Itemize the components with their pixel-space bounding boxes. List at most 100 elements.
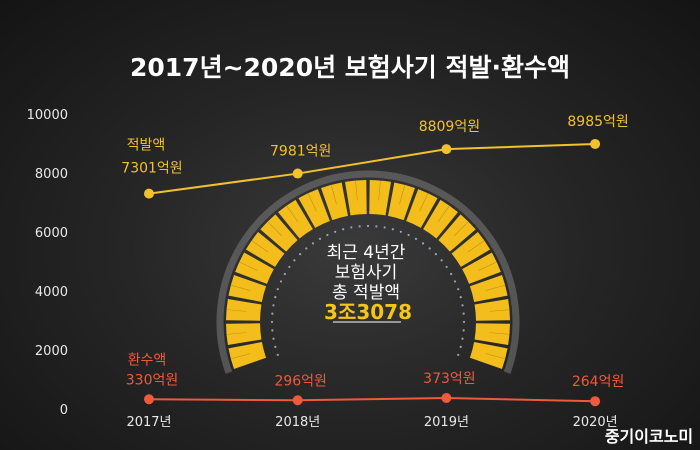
badge-total: 3조3078 xyxy=(324,300,412,324)
gauge-dot xyxy=(459,345,462,348)
gauge-dot xyxy=(459,296,462,299)
gauge-segment xyxy=(228,342,267,369)
gauge-dot xyxy=(461,337,464,340)
center-badge: 최근 4년간 보험사기 총 적발액 3조3078 xyxy=(324,243,412,324)
gauge-dot xyxy=(326,233,329,237)
series-label-recovered: 환수액 xyxy=(128,352,167,368)
point-detected xyxy=(441,144,452,155)
gauge-segment xyxy=(474,299,510,321)
gauge-dot xyxy=(457,353,460,356)
data-label-recovered: 264억원 xyxy=(572,374,624,390)
y-tick-label: 8000 xyxy=(35,167,68,182)
gauge-segment xyxy=(388,182,415,221)
gauge-dot xyxy=(450,272,453,276)
gauge-dot xyxy=(440,259,443,262)
gauge-tick xyxy=(330,184,337,205)
gauge-dot xyxy=(293,259,296,262)
y-tick-label: 4000 xyxy=(35,285,68,300)
gauge-dot xyxy=(462,320,466,324)
point-detected xyxy=(144,188,154,199)
point-recovered xyxy=(292,395,303,406)
gauge-tick xyxy=(286,205,299,223)
gauge-dot xyxy=(274,345,277,348)
point-detected xyxy=(292,168,303,179)
gauge-dot xyxy=(453,280,457,283)
gauge-segment xyxy=(406,189,438,228)
gauge-tick xyxy=(467,240,485,253)
gauge-tick xyxy=(226,332,247,335)
gauge-segment xyxy=(226,323,262,345)
gauge-dot xyxy=(462,329,465,332)
gauge-dot xyxy=(271,312,274,315)
gauge-tick xyxy=(355,180,358,201)
gauge-dot xyxy=(311,242,315,245)
gauge-dot xyxy=(274,296,277,299)
gauge-dot xyxy=(288,265,291,269)
gauge-dot xyxy=(272,337,275,340)
x-tick-label: 2019년 xyxy=(424,415,469,430)
data-label-recovered: 330억원 xyxy=(126,372,178,388)
gauge-outer-ring xyxy=(216,170,520,374)
badge-line1: 최근 4년간 xyxy=(327,243,406,263)
gauge-tick xyxy=(485,353,506,360)
badge-line3: 총 적발액 xyxy=(332,283,400,303)
gauge-segment xyxy=(321,182,348,221)
gauge-dot xyxy=(383,226,386,229)
y-tick-label: 6000 xyxy=(35,226,68,241)
data-label-detected: 8809억원 xyxy=(419,119,480,135)
gauge-dot xyxy=(276,353,279,356)
gauge-segment xyxy=(298,189,330,228)
gauge-dot xyxy=(334,230,337,233)
gauge-segment xyxy=(451,232,491,267)
source-credit: 중기이코노미 xyxy=(605,427,693,446)
gauge-dot xyxy=(358,225,361,228)
x-tick-label: 2018년 xyxy=(275,415,320,430)
gauge-dot xyxy=(272,304,275,307)
line-series-recovered xyxy=(148,396,596,403)
x-axis: 2017년 2018년 2019년 2020년 xyxy=(126,415,617,430)
gauge-tick xyxy=(489,309,510,312)
gauge-segment xyxy=(469,342,508,369)
badge-line2: 보험사기 xyxy=(335,263,398,283)
gauge-tick xyxy=(239,261,258,271)
point-detected xyxy=(590,138,601,149)
gauge-tick xyxy=(230,353,251,360)
gauge-tick xyxy=(226,309,247,312)
gauge-tick xyxy=(378,180,381,201)
gauge-dot xyxy=(462,312,465,315)
gauge-segment xyxy=(469,275,508,302)
gauge-dot xyxy=(407,233,410,237)
y-tick-label: 0 xyxy=(60,403,68,418)
gauge-tick xyxy=(419,193,429,212)
x-tick-label: 2017년 xyxy=(126,415,171,430)
gauge-dot xyxy=(270,320,274,324)
gauge-tick xyxy=(437,205,450,223)
gauge-dot xyxy=(350,226,353,229)
series-label-detected: 적발액 xyxy=(127,138,166,154)
gauge-dot xyxy=(428,247,431,250)
chart-title: 2017년~2020년 보험사기 적발·환수액 xyxy=(130,53,570,82)
gauge-dot xyxy=(414,237,418,240)
gauge-segment xyxy=(235,252,274,284)
x-tick-label: 2020년 xyxy=(573,415,618,430)
gauge-segment xyxy=(369,180,391,216)
gauge-segment xyxy=(423,199,458,239)
gauge-dot xyxy=(279,280,283,283)
gauge-segment xyxy=(345,180,367,216)
gauge-dot xyxy=(399,230,402,233)
data-label-detected: 7301억원 xyxy=(121,161,182,177)
y-tick-label: 10000 xyxy=(27,108,68,123)
gauge-dot xyxy=(283,272,286,276)
gauge-dot xyxy=(421,242,425,245)
gauge-dot xyxy=(318,237,322,240)
gauge-tick xyxy=(251,240,269,253)
point-recovered xyxy=(590,396,601,407)
point-recovered xyxy=(144,394,154,405)
gauge-segment xyxy=(462,252,501,284)
gauge-dot xyxy=(434,253,437,256)
gauge-dot xyxy=(391,228,394,231)
gauge-dot xyxy=(299,253,302,256)
gauge-tick xyxy=(485,284,506,291)
